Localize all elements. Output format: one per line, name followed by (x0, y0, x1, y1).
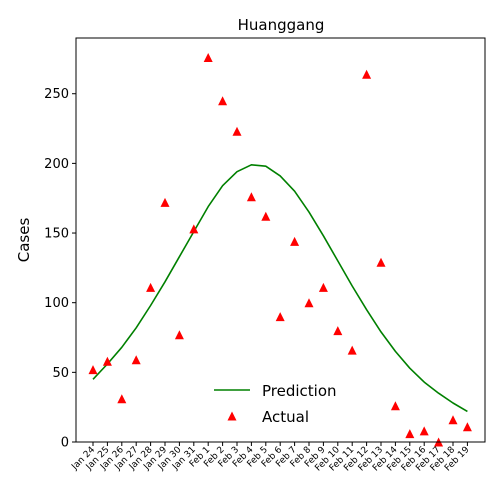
y-tick-label: 100 (44, 296, 69, 311)
actual-point (218, 96, 228, 106)
actual-point (232, 126, 242, 136)
actual-point (146, 282, 156, 292)
actual-point (189, 224, 199, 234)
actual-point (246, 192, 256, 202)
y-tick-label: 200 (44, 157, 69, 172)
chart-title: Huanggang (238, 16, 325, 34)
actual-point (376, 257, 386, 267)
actual-point (174, 330, 184, 340)
actual-point (462, 422, 472, 432)
actual-point (419, 426, 429, 436)
plot-frame (75, 37, 486, 443)
y-tick-label: 250 (44, 87, 69, 102)
actual-point (131, 355, 141, 365)
y-tick-label: 150 (44, 227, 69, 242)
actual-point (261, 211, 271, 221)
y-axis-label: Cases (15, 218, 33, 263)
actual-point (275, 312, 285, 322)
actual-point (448, 415, 458, 425)
actual-point (117, 394, 127, 404)
actual-point (102, 356, 112, 366)
actual-point (203, 53, 213, 62)
legend-prediction-label: Prediction (262, 382, 337, 400)
actual-point (347, 345, 357, 355)
actual-point (362, 69, 372, 79)
prediction-line (92, 164, 468, 413)
actual-point (405, 429, 415, 439)
y-tick-label: 50 (52, 366, 69, 381)
actual-point (160, 197, 170, 207)
actual-point (88, 365, 98, 375)
actual-point (318, 282, 328, 292)
actual-point (304, 298, 314, 308)
actual-point (290, 236, 300, 246)
legend: Prediction Actual (214, 382, 337, 426)
actual-point (390, 401, 400, 411)
actual-point (333, 326, 343, 336)
legend-actual-label: Actual (262, 408, 309, 426)
y-tick-label: 0 (61, 436, 69, 451)
legend-actual-marker (227, 411, 237, 421)
